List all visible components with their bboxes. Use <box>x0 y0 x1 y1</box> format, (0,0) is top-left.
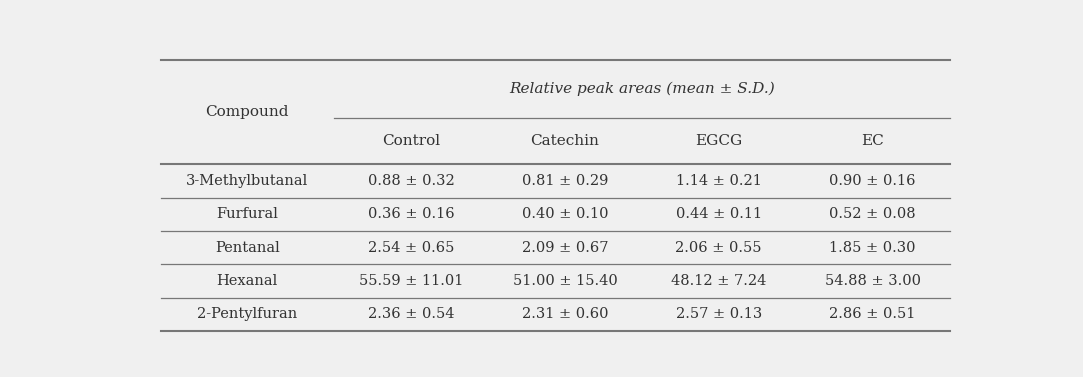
Text: Catechin: Catechin <box>531 134 599 148</box>
Text: 0.52 ± 0.08: 0.52 ± 0.08 <box>830 207 916 221</box>
Text: Control: Control <box>382 134 440 148</box>
Text: 1.85 ± 0.30: 1.85 ± 0.30 <box>830 241 916 255</box>
Text: 48.12 ± 7.24: 48.12 ± 7.24 <box>671 274 767 288</box>
Text: 0.40 ± 0.10: 0.40 ± 0.10 <box>522 207 609 221</box>
Text: 1.14 ± 0.21: 1.14 ± 0.21 <box>676 174 761 188</box>
Text: EGCG: EGCG <box>695 134 742 148</box>
Text: 2.31 ± 0.60: 2.31 ± 0.60 <box>522 308 609 322</box>
Text: Hexanal: Hexanal <box>217 274 278 288</box>
Text: 0.81 ± 0.29: 0.81 ± 0.29 <box>522 174 608 188</box>
Text: 2.36 ± 0.54: 2.36 ± 0.54 <box>368 308 454 322</box>
Text: 0.36 ± 0.16: 0.36 ± 0.16 <box>368 207 455 221</box>
Text: 2.57 ± 0.13: 2.57 ± 0.13 <box>676 308 761 322</box>
Text: 0.90 ± 0.16: 0.90 ± 0.16 <box>830 174 916 188</box>
Text: 2-Pentylfuran: 2-Pentylfuran <box>197 308 298 322</box>
Text: 2.86 ± 0.51: 2.86 ± 0.51 <box>830 308 916 322</box>
Text: 51.00 ± 15.40: 51.00 ± 15.40 <box>512 274 617 288</box>
Text: EC: EC <box>861 134 884 148</box>
Text: 2.09 ± 0.67: 2.09 ± 0.67 <box>522 241 609 255</box>
Text: 0.88 ± 0.32: 0.88 ± 0.32 <box>367 174 455 188</box>
Text: 2.06 ± 0.55: 2.06 ± 0.55 <box>676 241 762 255</box>
Text: Furfural: Furfural <box>217 207 278 221</box>
Text: 55.59 ± 11.01: 55.59 ± 11.01 <box>358 274 464 288</box>
Text: 0.44 ± 0.11: 0.44 ± 0.11 <box>676 207 761 221</box>
Text: Pentanal: Pentanal <box>214 241 279 255</box>
Text: Compound: Compound <box>206 105 289 119</box>
Text: 2.54 ± 0.65: 2.54 ± 0.65 <box>368 241 454 255</box>
Text: Relative peak areas (mean ± S.D.): Relative peak areas (mean ± S.D.) <box>509 81 774 96</box>
Text: 54.88 ± 3.00: 54.88 ± 3.00 <box>824 274 921 288</box>
Text: 3-Methylbutanal: 3-Methylbutanal <box>186 174 309 188</box>
